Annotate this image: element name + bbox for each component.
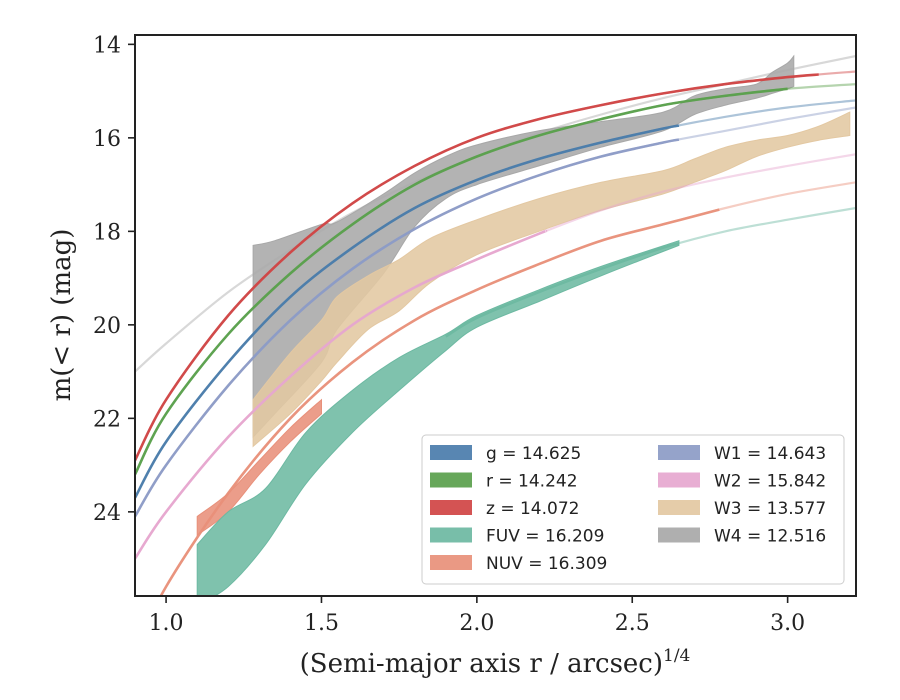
- series-w1-measured-curve: [135, 138, 680, 518]
- legend-label-w3: W3 = 13.577: [714, 499, 826, 519]
- legend-label-r: r = 14.242: [486, 472, 578, 492]
- legend-label-fuv: FUV = 16.209: [486, 527, 604, 547]
- legend-label-w2: W2 = 15.842: [714, 472, 826, 492]
- series-z-measured-curve: [135, 73, 819, 461]
- y-tick-label: 24: [93, 501, 121, 526]
- legend-frame: [421, 434, 845, 585]
- series-w2: [135, 153, 856, 560]
- legend-label-g: g = 14.625: [486, 444, 581, 464]
- series-nuv: [159, 181, 856, 596]
- legend-swatch-r: [430, 472, 472, 488]
- x-tick-label: 1.5: [304, 611, 339, 636]
- legend-swatch-g: [430, 445, 472, 460]
- legend-swatch-w1: [658, 445, 700, 460]
- legend-label-nuv: NUV = 16.309: [486, 554, 607, 574]
- legend: g = 14.625 r = 14.242 z = 14.072 FUV = 16.2…: [421, 434, 845, 585]
- series-g: [135, 99, 856, 499]
- legend-swatch-nuv: [430, 555, 472, 570]
- series-w3-band: [252, 111, 851, 448]
- legend-swatch-w4: [658, 527, 700, 543]
- data-marks: [135, 54, 856, 596]
- series-w3: [252, 111, 851, 448]
- series-r: [135, 83, 856, 475]
- series-fuv-band: [196, 240, 680, 596]
- x-axis: 1.0 1.5 2.0 2.5 3.0: [149, 596, 805, 636]
- y-tick-label: 18: [93, 220, 121, 245]
- series-z: [135, 70, 856, 461]
- series-w1: [135, 106, 856, 518]
- x-axis-label-exponent: 1/4: [663, 646, 690, 666]
- series-r-measured-curve: [135, 87, 788, 475]
- plot-frame: [134, 34, 857, 597]
- x-tick-label: 2.0: [459, 611, 494, 636]
- x-tick-label: 1.0: [149, 611, 184, 636]
- legend-label-w1: W1 = 14.643: [714, 444, 826, 464]
- series-w2-measured-curve: [135, 229, 548, 560]
- series-nuv-band: [196, 398, 322, 537]
- legend-swatch-w2: [658, 472, 700, 488]
- series-g-measured-curve: [135, 124, 680, 499]
- y-tick-label: 16: [93, 127, 121, 152]
- x-axis-label-text: (Semi-major axis r / arcsec): [300, 649, 663, 679]
- x-tick-label: 3.0: [770, 611, 805, 636]
- y-tick-label: 14: [93, 33, 121, 58]
- legend-swatch-fuv: [430, 527, 472, 543]
- y-axis: 14 16 18 20 22 24: [93, 33, 135, 526]
- y-tick-label: 20: [93, 314, 121, 339]
- legend-swatch-w3: [658, 500, 700, 515]
- y-axis-label: m(< r) (mag): [47, 229, 77, 402]
- legend-label-z: z = 14.072: [486, 499, 579, 519]
- legend-swatch-z: [430, 500, 472, 515]
- x-axis-label: (Semi-major axis r / arcsec)1/4: [300, 646, 691, 679]
- x-tick-label: 2.5: [615, 611, 650, 636]
- legend-label-w4: W4 = 12.516: [714, 527, 826, 547]
- y-tick-label: 22: [93, 407, 121, 432]
- series-fuv: [196, 206, 856, 596]
